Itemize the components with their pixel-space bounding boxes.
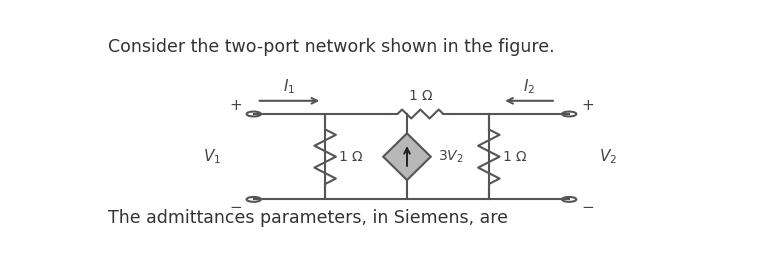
Text: 1 $\Omega$: 1 $\Omega$ [502, 150, 528, 164]
Text: 1 $\Omega$: 1 $\Omega$ [408, 89, 433, 103]
Polygon shape [383, 133, 431, 180]
Text: $I_1$: $I_1$ [283, 77, 296, 96]
Text: $3V_2$: $3V_2$ [438, 148, 463, 165]
Text: $V_2$: $V_2$ [599, 147, 617, 166]
Text: −: − [581, 200, 594, 215]
Text: −: − [229, 200, 242, 215]
Text: Consider the two-port network shown in the figure.: Consider the two-port network shown in t… [108, 38, 554, 56]
Text: +: + [581, 98, 594, 113]
Text: $V_1$: $V_1$ [203, 147, 221, 166]
Text: $I_2$: $I_2$ [523, 77, 535, 96]
Text: The admittances parameters, in Siemens, are: The admittances parameters, in Siemens, … [108, 209, 508, 227]
Text: +: + [229, 98, 242, 113]
Text: 1 $\Omega$: 1 $\Omega$ [338, 150, 363, 164]
